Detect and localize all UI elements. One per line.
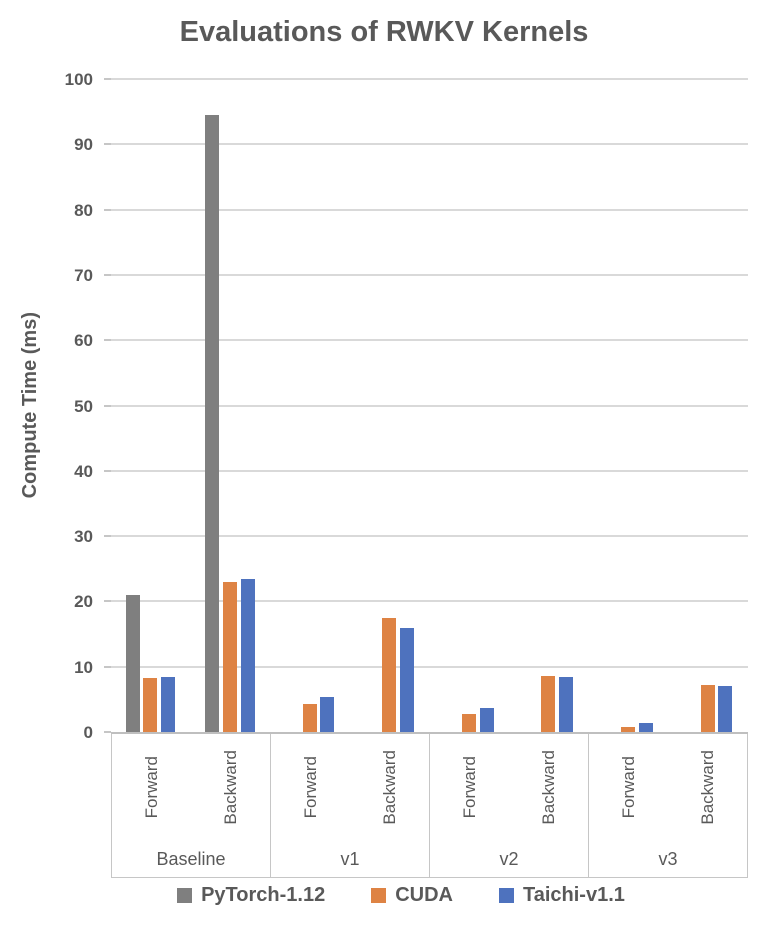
legend-item: CUDA — [371, 884, 453, 907]
category-group: Forward Backward v1 — [271, 734, 430, 877]
bar-CUDA-v1-Backward — [382, 618, 397, 732]
subcategory-cell: Backward — [668, 734, 747, 841]
y-tick-label: 20 — [74, 592, 93, 612]
subcategory-label: Backward — [220, 750, 240, 825]
subcategory-cell: Backward — [509, 734, 588, 841]
legend-item: PyTorch-1.12 — [177, 884, 325, 907]
category-group: Forward Backward Baseline — [112, 734, 271, 877]
y-tick-label: 80 — [74, 200, 93, 220]
y-tick-mark — [104, 469, 111, 472]
bar-CUDA-v2-Backward — [541, 675, 556, 732]
bar-CUDA-v3-Forward — [621, 726, 636, 732]
y-tick-mark — [104, 665, 111, 668]
subcategory-label: Backward — [697, 750, 717, 825]
subcategory-label: Forward — [618, 756, 638, 819]
subcategory-cell: Backward — [350, 734, 429, 841]
category-group-label: Baseline — [156, 848, 226, 869]
subcategory-cell: Forward — [112, 734, 191, 841]
gridline — [111, 143, 748, 146]
subcategory-label: Forward — [300, 756, 320, 819]
legend-label: CUDA — [395, 884, 453, 906]
bar-PyTorch-1.12-Baseline-Forward — [125, 594, 140, 732]
y-tick-mark — [104, 535, 111, 538]
gridline — [111, 469, 748, 472]
legend-swatch-icon — [499, 888, 514, 903]
y-tick-label: 70 — [74, 265, 93, 285]
y-tick-label: 90 — [74, 135, 93, 155]
y-tick-label: 100 — [64, 70, 93, 89]
y-tick-label: 60 — [74, 331, 93, 351]
subcategory-label: Forward — [141, 756, 161, 819]
gridline — [111, 339, 748, 342]
gridline — [111, 404, 748, 407]
y-tick-mark — [104, 143, 111, 146]
subcategory-cell: Backward — [191, 734, 270, 841]
chart-title: Evaluations of RWKV Kernels — [179, 16, 589, 48]
y-tick-mark — [104, 339, 111, 342]
bar-Taichi-v1.1-v3-Backward — [718, 685, 733, 732]
bar-CUDA-Baseline-Backward — [222, 581, 237, 732]
bar-Taichi-v1.1-Baseline-Backward — [240, 579, 255, 732]
gridline — [111, 208, 748, 211]
gridline — [111, 535, 748, 538]
legend-label: Taichi-v1.1 — [523, 884, 625, 906]
bar-Taichi-v1.1-v2-Forward — [479, 707, 494, 732]
y-tick-mark — [104, 731, 111, 733]
bar-Taichi-v1.1-v1-Backward — [399, 627, 414, 732]
bar-CUDA-v3-Backward — [700, 684, 715, 732]
subcategory-cell: Forward — [589, 734, 668, 841]
bar-Taichi-v1.1-v1-Forward — [320, 696, 335, 732]
y-tick-mark — [104, 404, 111, 407]
subcategory-cell: Forward — [430, 734, 509, 841]
y-tick-label: 40 — [74, 461, 93, 481]
plot-area — [111, 78, 748, 734]
legend-swatch-icon — [371, 888, 387, 903]
legend-swatch-icon — [177, 888, 193, 903]
gridline — [111, 600, 748, 603]
y-tick-label: 0 — [83, 723, 93, 742]
bar-CUDA-v1-Forward — [302, 703, 317, 732]
subcategory-label: Backward — [379, 750, 399, 825]
legend-label: PyTorch-1.12 — [201, 884, 326, 906]
y-tick-label: 10 — [74, 657, 93, 677]
bar-Taichi-v1.1-Baseline-Forward — [161, 676, 175, 732]
y-tick-mark — [104, 273, 111, 276]
bar-Taichi-v1.1-v2-Backward — [559, 676, 574, 732]
bar-CUDA-v2-Forward — [461, 713, 476, 732]
category-group: Forward Backward v3 — [589, 734, 747, 877]
gridline — [111, 78, 748, 80]
bar-CUDA-Baseline-Forward — [143, 677, 158, 732]
y-tick-mark — [104, 208, 111, 211]
y-tick-mark — [104, 600, 111, 603]
category-group: Forward Backward v2 — [430, 734, 589, 877]
y-tick-label: 50 — [74, 396, 93, 416]
y-tick-mark — [104, 78, 111, 80]
category-axis: Forward Backward Baseline Forward Backward v1… — [111, 734, 748, 878]
category-group-label: v2 — [499, 848, 519, 869]
legend-item: Taichi-v1.1 — [499, 884, 625, 907]
gridline — [111, 665, 748, 668]
subcategory-label: Forward — [459, 756, 479, 819]
bar-Taichi-v1.1-v3-Forward — [638, 722, 653, 732]
gridline — [111, 273, 748, 276]
y-axis: 0 10 20 30 40 50 60 70 80 90 100 — [0, 71, 111, 741]
subcategory-cell: Forward — [271, 734, 350, 841]
category-group-label: v1 — [340, 848, 360, 869]
legend: PyTorch-1.12 CUDA Taichi-v1.1 — [0, 884, 768, 907]
bar-PyTorch-1.12-Baseline-Backward — [205, 114, 220, 732]
subcategory-label: Backward — [538, 750, 558, 825]
y-tick-label: 30 — [74, 527, 93, 547]
category-group-label: v3 — [658, 848, 678, 869]
